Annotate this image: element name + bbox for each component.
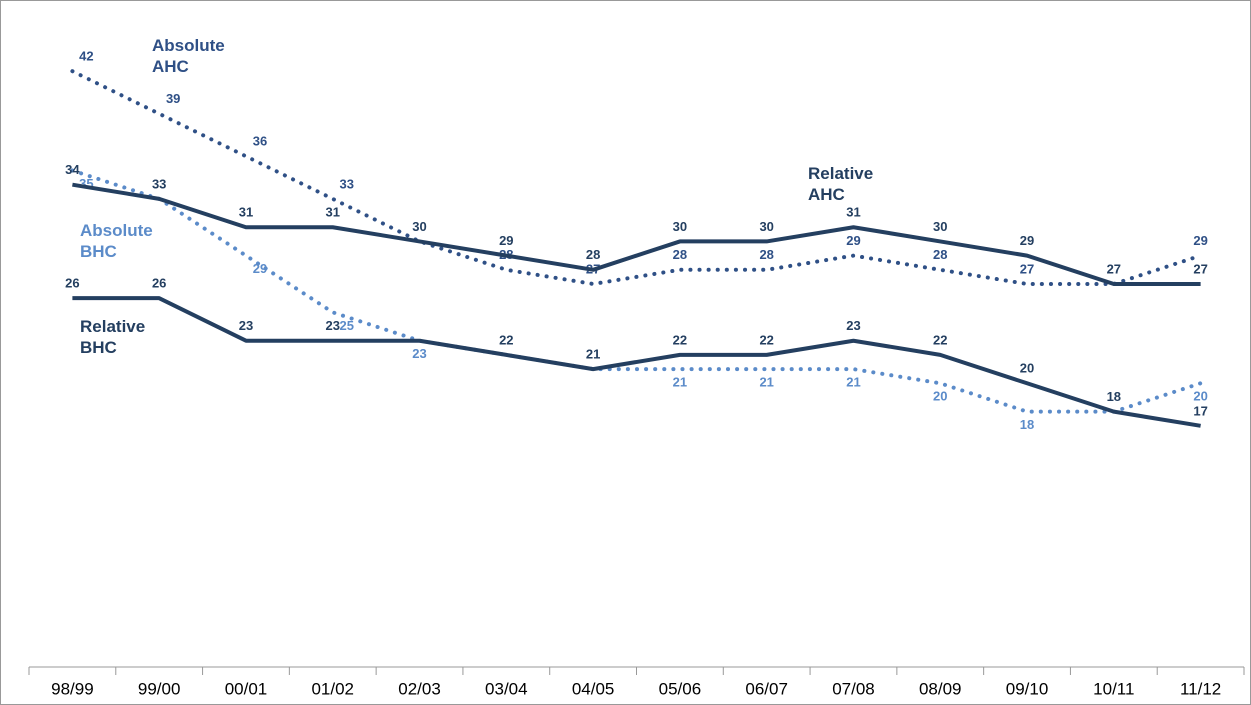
value-label: 31 (846, 205, 860, 220)
value-label: 34 (65, 162, 80, 177)
value-label: 20 (1193, 389, 1207, 404)
value-label: 23 (846, 318, 860, 333)
value-label: 23 (326, 318, 340, 333)
value-label: 23 (239, 318, 253, 333)
value-label: 26 (152, 276, 166, 291)
value-label: 21 (586, 347, 600, 362)
x-tick-label: 06/07 (745, 679, 788, 698)
value-label: 33 (340, 176, 354, 191)
value-label: 21 (846, 375, 860, 390)
value-label: 23 (412, 346, 426, 361)
value-label: 22 (673, 332, 687, 347)
x-tick-label: 05/06 (659, 679, 702, 698)
value-label: 28 (759, 247, 773, 262)
value-label: 22 (759, 332, 773, 347)
value-label: 20 (1020, 361, 1034, 376)
value-label: 20 (933, 389, 947, 404)
series-name: Absolute BHC (80, 221, 153, 261)
value-label: 17 (1193, 403, 1207, 418)
value-label: 31 (239, 205, 253, 220)
x-tick-label: 98/99 (51, 679, 94, 698)
series-name: Relative AHC (808, 164, 873, 204)
x-tick-label: 10/11 (1093, 679, 1134, 698)
value-label: 27 (1020, 261, 1034, 276)
value-label: 26 (65, 276, 79, 291)
value-label: 22 (499, 332, 513, 347)
x-tick-label: 01/02 (311, 679, 354, 698)
value-label: 21 (759, 375, 773, 390)
value-label: 18 (1020, 417, 1034, 432)
value-label: 30 (759, 219, 773, 234)
value-label: 22 (933, 332, 947, 347)
x-tick-label: 02/03 (398, 679, 441, 698)
value-label: 30 (933, 219, 947, 234)
value-label: 42 (79, 49, 93, 64)
value-label: 29 (1020, 233, 1034, 248)
value-label: 33 (152, 176, 166, 191)
value-label: 28 (933, 247, 947, 262)
x-tick-label: 09/10 (1006, 679, 1049, 698)
value-label: 30 (412, 219, 426, 234)
x-tick-label: 07/08 (832, 679, 875, 698)
series-name: Relative BHC (80, 317, 145, 357)
x-tick-label: 04/05 (572, 679, 615, 698)
x-tick-label: 11/12 (1180, 679, 1221, 698)
value-label: 28 (673, 247, 687, 262)
x-tick-label: 03/04 (485, 679, 528, 698)
value-label: 27 (1193, 261, 1207, 276)
value-label: 29 (846, 233, 860, 248)
series-name: Absolute AHC (152, 36, 225, 76)
value-label: 21 (673, 375, 687, 390)
value-label: 31 (326, 205, 340, 220)
value-label: 30 (673, 219, 687, 234)
value-label: 18 (1107, 389, 1121, 404)
x-tick-label: 99/00 (138, 679, 181, 698)
value-label: 29 (499, 233, 513, 248)
series-line (72, 182, 1201, 286)
series-line (70, 168, 1203, 414)
series-line (70, 69, 1203, 286)
x-tick-label: 00/01 (225, 679, 268, 698)
value-label: 36 (253, 134, 267, 149)
value-label: 28 (586, 247, 600, 262)
value-label: 39 (166, 91, 180, 106)
value-label: 29 (253, 261, 267, 276)
value-label: 25 (340, 318, 354, 333)
series-line (72, 296, 1201, 428)
x-tick-label: 08/09 (919, 679, 962, 698)
value-label: 27 (1107, 261, 1121, 276)
value-label: 29 (1193, 233, 1207, 248)
